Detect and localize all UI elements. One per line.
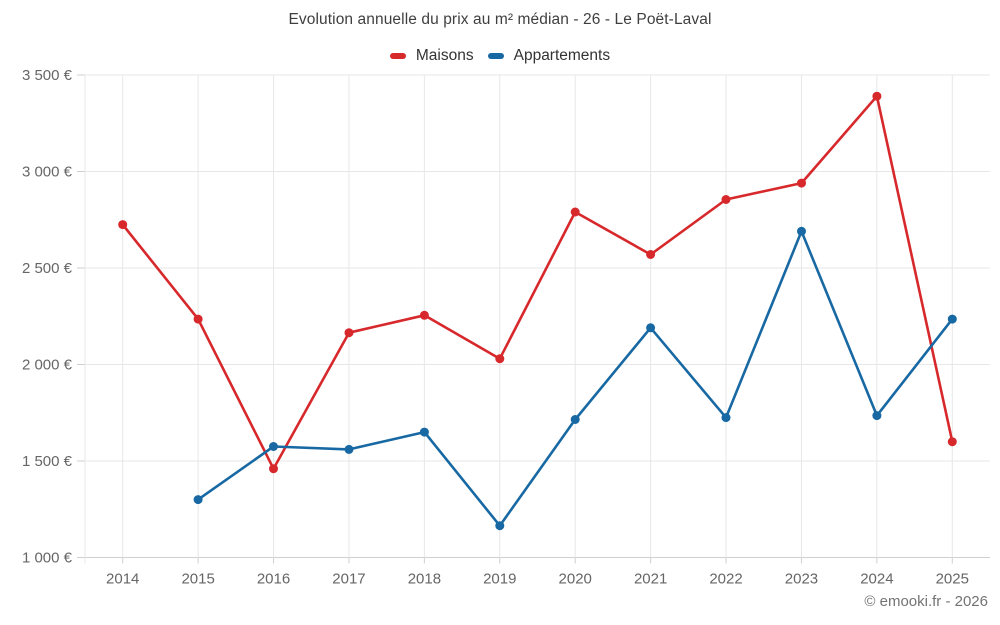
data-point-appartements-2023[interactable] xyxy=(797,226,806,236)
data-point-maisons-2020[interactable] xyxy=(570,207,580,217)
x-axis-label: 2020 xyxy=(559,571,592,588)
data-point-maisons-2015[interactable] xyxy=(193,314,203,324)
data-point-maisons-2019[interactable] xyxy=(495,354,505,364)
data-point-appartements-2024[interactable] xyxy=(872,411,882,421)
data-point-maisons-2021[interactable] xyxy=(646,250,656,259)
y-axis-label: 3 000 € xyxy=(22,164,73,181)
legend-item-appartements[interactable]: Appartements xyxy=(487,47,611,65)
legend-marker-icon xyxy=(487,53,504,59)
y-axis-label: 1 500 € xyxy=(22,453,73,470)
x-axis-label: 2021 xyxy=(634,571,667,588)
x-axis-label: 2024 xyxy=(860,571,893,588)
data-point-appartements-2025[interactable] xyxy=(947,314,957,324)
x-axis-label: 2018 xyxy=(408,571,441,588)
series-line-maisons xyxy=(121,94,954,470)
x-axis-label: 2017 xyxy=(332,571,365,588)
data-point-appartements-2020[interactable] xyxy=(570,415,580,424)
data-point-appartements-2022[interactable] xyxy=(721,413,731,423)
data-point-maisons-2024[interactable] xyxy=(872,91,882,101)
copyright-watermark: © emooki.fr - 2026 xyxy=(864,593,988,610)
legend-marker-icon xyxy=(389,53,406,59)
data-point-maisons-2023[interactable] xyxy=(797,178,806,188)
y-axis-label: 2 000 € xyxy=(22,357,73,374)
data-point-appartements-2018[interactable] xyxy=(419,427,429,437)
x-axis-label: 2014 xyxy=(106,571,139,588)
data-point-appartements-2019[interactable] xyxy=(495,521,505,531)
x-axis-label: 2016 xyxy=(257,571,290,588)
data-point-maisons-2018[interactable] xyxy=(419,310,429,320)
legend-item-maisons[interactable]: Maisons xyxy=(389,47,474,65)
data-point-maisons-2017[interactable] xyxy=(344,328,354,338)
x-axis-label: 2022 xyxy=(709,571,742,588)
legend-label: Maisons xyxy=(415,47,474,64)
data-point-maisons-2025[interactable] xyxy=(947,437,957,447)
y-axis-label: 3 500 € xyxy=(22,67,73,84)
x-axis-label: 2019 xyxy=(483,571,516,588)
x-axis-label: 2023 xyxy=(785,571,818,588)
legend: Maisons Appartements xyxy=(0,47,1000,65)
chart-title: Evolution annuelle du prix au m² médian … xyxy=(288,11,712,28)
data-point-maisons-2016[interactable] xyxy=(269,464,278,474)
data-point-maisons-2014[interactable] xyxy=(118,220,128,230)
data-point-appartements-2015[interactable] xyxy=(193,495,203,505)
legend-label: Appartements xyxy=(513,47,611,64)
data-point-maisons-2022[interactable] xyxy=(721,195,731,204)
y-axis-label: 1 000 € xyxy=(22,550,73,567)
x-axis-label: 2015 xyxy=(181,571,214,588)
x-axis-label: 2025 xyxy=(936,571,969,588)
data-point-appartements-2017[interactable] xyxy=(344,444,354,454)
data-point-appartements-2021[interactable] xyxy=(646,323,656,333)
data-point-appartements-2016[interactable] xyxy=(269,442,278,451)
y-axis-label: 2 500 € xyxy=(22,260,73,277)
